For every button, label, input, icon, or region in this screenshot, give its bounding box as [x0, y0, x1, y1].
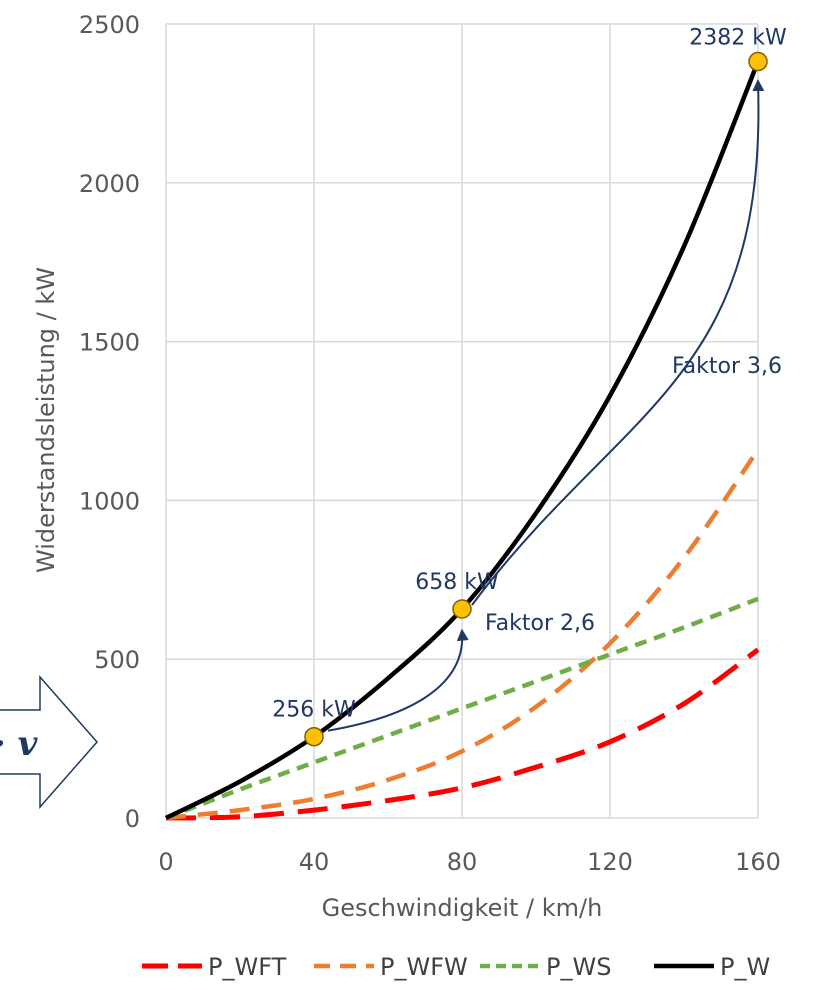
- y-tick-label-2000: 2000: [79, 170, 140, 198]
- y-tick-label-1500: 1500: [79, 329, 140, 357]
- data-point-80: [452, 599, 472, 619]
- legend-label-P_WFT: P_WFT: [208, 953, 287, 981]
- annotation-text-2: Faktor 3,6: [672, 354, 782, 379]
- series-line-P_WFT: [165, 647, 760, 821]
- legend-label-P_W: P_W: [720, 953, 770, 981]
- x-tick-label-0: 0: [158, 848, 173, 876]
- y-tick-label-1000: 1000: [79, 487, 140, 515]
- annotation-arrow-2: [471, 79, 765, 606]
- data-point-label-40: 256 kW: [272, 698, 356, 723]
- series-line-P_WFW: [165, 448, 760, 821]
- grid: [165, 23, 759, 819]
- y-axis-title: Widerstandsleistung / kW: [32, 267, 60, 573]
- formula-text: · v: [0, 724, 39, 764]
- y-tick-labels: 0 500 1000 1500 2000 2500: [79, 11, 140, 833]
- data-points: 256 kW 658 kW 2382 kW: [272, 25, 787, 747]
- x-tick-label-120: 120: [587, 848, 633, 876]
- annotation-text-1: Faktor 2,6: [485, 611, 595, 636]
- legend-label-P_WS: P_WS: [546, 953, 611, 981]
- annotation-arrow-1: [327, 628, 469, 732]
- x-tick-label-160: 160: [735, 848, 781, 876]
- formula-arrow-shape: [0, 675, 98, 809]
- series-line-P_WS: [165, 596, 759, 821]
- series-lines: [165, 60, 761, 821]
- x-tick-label-80: 80: [447, 848, 478, 876]
- legend-label-P_WFW: P_WFW: [380, 953, 468, 981]
- x-tick-labels: 0 40 80 120 160: [158, 848, 781, 876]
- x-axis-title: Geschwindigkeit / km/h: [322, 894, 603, 922]
- x-tick-label-40: 40: [299, 848, 330, 876]
- series-line-P_W: [165, 60, 761, 821]
- data-point-40: [304, 726, 324, 747]
- annotations: Faktor 2,6 Faktor 3,6: [327, 79, 782, 732]
- y-tick-label-0: 0: [125, 805, 140, 833]
- y-tick-label-500: 500: [94, 646, 140, 674]
- legend: P_WFT P_WFW P_WS P_W: [142, 953, 770, 981]
- data-point-160: [748, 51, 768, 72]
- formula-arrow: · v: [0, 675, 98, 809]
- data-point-label-80: 658 kW: [415, 570, 499, 595]
- y-tick-label-2500: 2500: [79, 11, 140, 39]
- data-point-label-160: 2382 kW: [689, 25, 787, 50]
